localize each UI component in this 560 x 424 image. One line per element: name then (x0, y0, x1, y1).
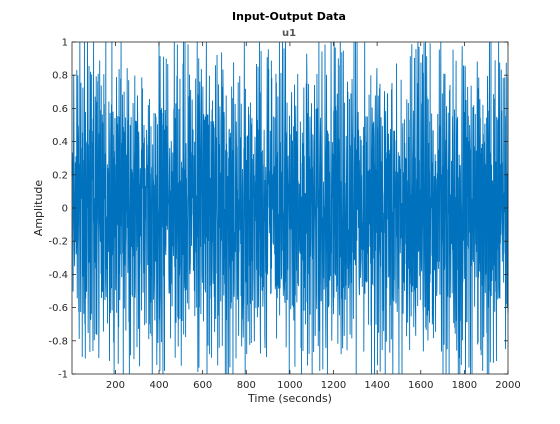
chart-subtitle: u1 (282, 28, 296, 39)
y-tick-label: 1 (62, 38, 68, 49)
x-tick-label: 600 (193, 380, 212, 391)
y-tick-label: 0.6 (52, 104, 68, 115)
x-axis: 200 400 600 800 1000 1200 1400 1600 1800 2000 (106, 42, 521, 391)
x-tick-label: 200 (106, 380, 125, 391)
y-axis-label: Amplitude (32, 180, 45, 237)
y-tick-label: 0 (62, 204, 68, 215)
x-tick-label: 1400 (364, 380, 389, 391)
series-layer (71, 41, 509, 375)
y-tick-label: -0.8 (48, 336, 68, 347)
x-tick-label: 1800 (452, 380, 477, 391)
x-tick-label: 2000 (495, 380, 520, 391)
y-tick-label: -0.2 (48, 237, 68, 248)
x-tick-label: 1200 (321, 380, 346, 391)
x-tick-label: 800 (237, 380, 256, 391)
series-line-u1 (71, 41, 509, 375)
y-tick-label: -0.4 (48, 270, 68, 281)
y-tick-label: 0.4 (52, 137, 68, 148)
y-tick-label: -1 (58, 370, 68, 381)
y-tick-label: 0.8 (52, 71, 68, 82)
y-tick-label: -0.6 (48, 303, 68, 314)
x-axis-label: Time (seconds) (247, 392, 332, 405)
x-tick-label: 1600 (408, 380, 433, 391)
y-axis: -1 -0.8 -0.6 -0.4 -0.2 0 0.2 0.4 0.6 0.8 1 (48, 38, 508, 381)
y-tick-label: 0.2 (52, 170, 68, 181)
chart-title: Input-Output Data (232, 10, 346, 23)
x-tick-label: 400 (149, 380, 168, 391)
x-tick-label: 1000 (277, 380, 302, 391)
